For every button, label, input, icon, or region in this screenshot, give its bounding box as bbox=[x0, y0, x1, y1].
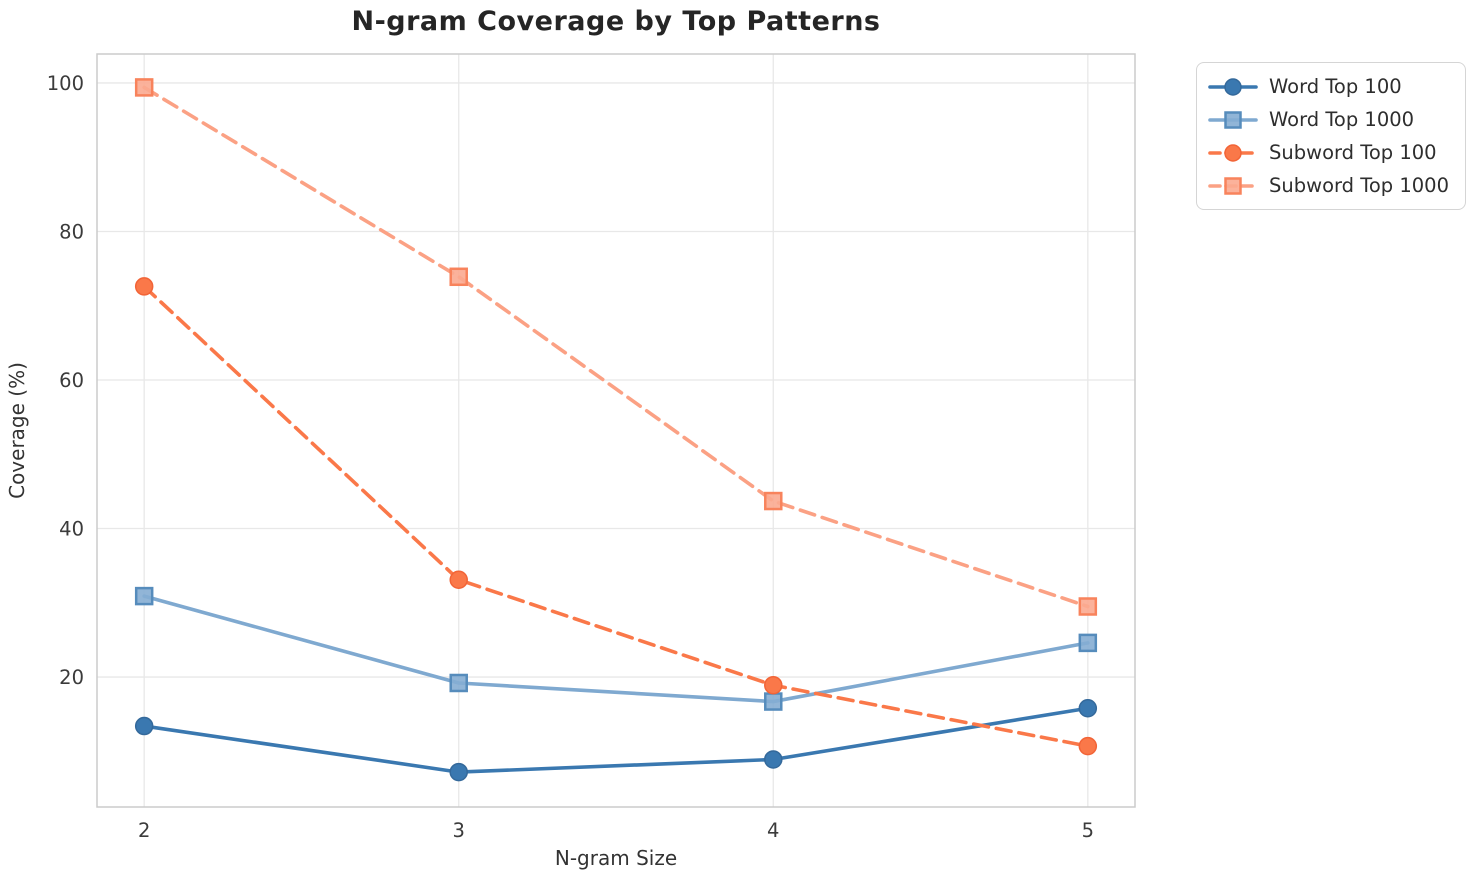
data-point-marker bbox=[449, 570, 468, 590]
x-tick-label: 5 bbox=[1082, 819, 1094, 842]
legend-entry: Subword Top 100 bbox=[1208, 138, 1449, 167]
x-tick-label: 4 bbox=[767, 819, 779, 842]
y-tick-label: 40 bbox=[59, 518, 84, 541]
data-point-marker bbox=[449, 673, 468, 693]
legend-entry: Word Top 100 bbox=[1208, 72, 1449, 101]
series-line bbox=[142, 706, 1090, 774]
data-point-marker bbox=[764, 692, 783, 711]
circle-marker-icon bbox=[1224, 143, 1242, 162]
data-point-marker bbox=[134, 716, 154, 736]
series-word-top-100 bbox=[134, 698, 1098, 782]
circle-marker-icon bbox=[1224, 77, 1242, 96]
data-point-marker bbox=[764, 491, 783, 511]
data-point-marker bbox=[134, 586, 154, 606]
data-point-marker bbox=[764, 750, 783, 769]
data-point-marker bbox=[134, 78, 154, 97]
legend-label: Word Top 1000 bbox=[1269, 108, 1415, 131]
square-marker-icon bbox=[1224, 110, 1242, 129]
data-point-marker bbox=[1078, 736, 1098, 756]
legend-sample-dashed-line bbox=[1208, 176, 1258, 195]
grid bbox=[97, 54, 1135, 807]
x-tick-label: 3 bbox=[453, 819, 465, 842]
series-line bbox=[142, 85, 1090, 609]
legend: Word Top 100 Word Top 1000 Subword Top 100… bbox=[1196, 62, 1466, 210]
y-tick-label: 60 bbox=[59, 369, 84, 392]
series-line bbox=[142, 284, 1090, 748]
legend-entry: Subword Top 1000 bbox=[1208, 171, 1449, 200]
data-point-marker bbox=[1078, 698, 1098, 718]
legend-label: Subword Top 100 bbox=[1269, 141, 1437, 164]
series-line bbox=[142, 594, 1090, 704]
legend-label: Subword Top 1000 bbox=[1269, 174, 1449, 197]
x-tick-label: 2 bbox=[138, 819, 150, 842]
data-point-marker bbox=[1078, 597, 1098, 616]
chart-title: N-gram Coverage by Top Patterns bbox=[351, 6, 881, 37]
data-point-marker bbox=[1078, 633, 1098, 653]
series-subword-top-1000 bbox=[134, 78, 1098, 616]
legend-sample-line bbox=[1208, 110, 1258, 129]
y-tick-label: 80 bbox=[59, 220, 84, 243]
y-axis-label: Coverage (%) bbox=[5, 362, 29, 499]
legend-sample-dashed-line bbox=[1208, 143, 1258, 162]
y-tick-label: 20 bbox=[59, 666, 84, 689]
data-point-marker bbox=[449, 267, 468, 287]
square-marker-icon bbox=[1224, 176, 1242, 195]
y-tick-label: 100 bbox=[47, 72, 84, 95]
legend-label: Word Top 100 bbox=[1269, 75, 1402, 98]
x-axis-label: N-gram Size bbox=[555, 846, 677, 870]
legend-sample-line bbox=[1208, 77, 1258, 96]
data-point-marker bbox=[764, 675, 783, 695]
plot-border bbox=[96, 53, 1136, 808]
series-subword-top-100 bbox=[134, 277, 1098, 756]
legend-entry: Word Top 1000 bbox=[1208, 105, 1449, 134]
data-point-marker bbox=[449, 762, 468, 782]
series-word-top-1000 bbox=[134, 586, 1098, 711]
data-point-marker bbox=[134, 277, 154, 296]
